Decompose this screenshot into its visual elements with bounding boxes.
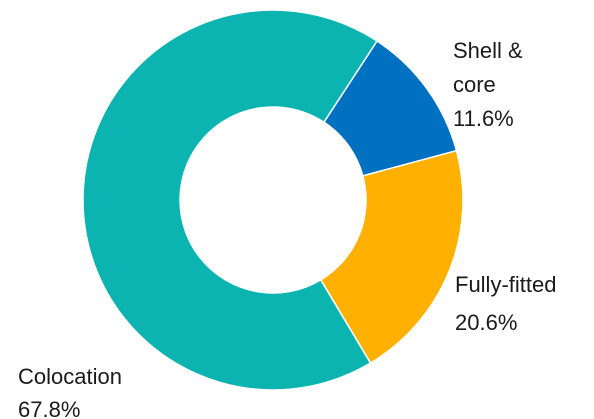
slice-label-shell-core-line2: core (453, 72, 496, 97)
slice-label-shell-core: Shell & (453, 38, 523, 63)
slice-value-shell-core: 11.6% (453, 106, 514, 131)
slice-value-fully-fitted: 20.6% (455, 310, 517, 335)
slice-label-fully-fitted: Fully-fitted (455, 272, 556, 297)
slice-value-colocation: 67.8% (18, 397, 80, 419)
slice-label-colocation: Colocation (18, 364, 122, 389)
slice-colocation (82, 9, 379, 391)
donut-slices (82, 9, 464, 391)
slice-fully-fitted (319, 149, 464, 365)
